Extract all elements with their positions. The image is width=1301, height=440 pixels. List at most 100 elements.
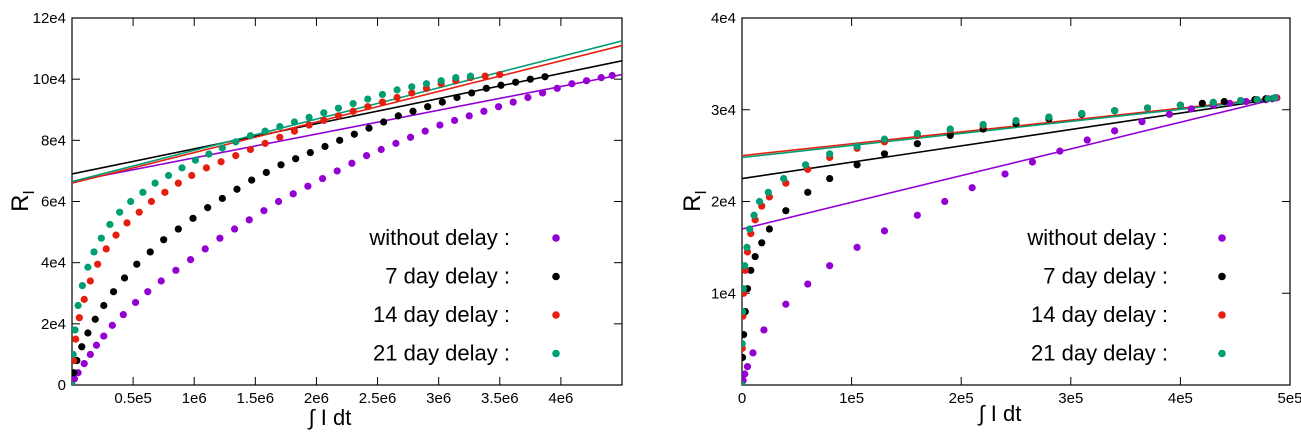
point-d21 [1176, 101, 1184, 109]
point-d21 [116, 208, 124, 216]
point-without [80, 359, 88, 368]
point-d21 [750, 211, 758, 219]
point-without [72, 375, 79, 383]
point-without [880, 227, 889, 235]
point-without [172, 266, 180, 274]
point-d21 [1271, 94, 1279, 102]
fit-line-d7 [742, 97, 1277, 180]
point-d21 [139, 188, 147, 196]
point-d21 [305, 113, 313, 121]
point-d7 [742, 353, 747, 362]
point-d14 [135, 208, 143, 216]
point-d21 [246, 132, 255, 140]
point-without [782, 300, 790, 308]
point-without [318, 174, 327, 183]
point-d14 [232, 152, 240, 160]
point-d7 [336, 136, 344, 144]
point-d14 [80, 295, 88, 303]
point-d7 [765, 225, 774, 233]
legend-label: 7 day delay : [385, 264, 510, 289]
point-without [119, 311, 127, 319]
point-d21 [1078, 109, 1086, 118]
legend-label: 21 day delay : [373, 341, 510, 366]
point-d7 [72, 369, 78, 377]
fit-line-d21 [742, 97, 1277, 159]
point-d14 [261, 139, 269, 147]
point-d7 [782, 207, 790, 215]
legend-label: 21 day delay : [1031, 341, 1168, 366]
point-d21 [826, 150, 834, 158]
point-d7 [365, 124, 373, 132]
point-without [524, 93, 532, 102]
point-d14 [364, 103, 372, 111]
y-tick-label: 2e4 [41, 316, 66, 333]
point-d21 [151, 179, 159, 187]
x-tick-label: 4e5 [1168, 390, 1193, 407]
point-without [436, 121, 444, 129]
x-axis-label: ∫ I dt [977, 401, 1022, 426]
point-d21 [178, 164, 186, 172]
point-d14 [102, 245, 110, 253]
x-tick-label: 0.5e5 [114, 390, 152, 407]
x-tick-label: 1e5 [839, 390, 864, 407]
point-without [289, 190, 297, 198]
point-d14 [349, 107, 357, 115]
point-without [749, 349, 757, 357]
point-d7 [742, 330, 748, 339]
legend-marker-d7 [1218, 272, 1226, 281]
point-without [100, 332, 108, 340]
x-tick-label: 2e6 [304, 390, 329, 407]
point-d21 [801, 161, 810, 169]
point-without [742, 370, 749, 378]
point-d14 [75, 314, 83, 322]
point-without [86, 350, 94, 359]
point-d7 [350, 130, 358, 138]
point-d7 [91, 315, 99, 323]
point-d7 [146, 248, 154, 256]
point-d14 [217, 158, 225, 166]
point-d7 [306, 148, 314, 157]
point-without [377, 145, 385, 154]
y-tick-label: 6e4 [41, 194, 66, 211]
point-without [333, 167, 341, 175]
point-d7 [277, 161, 285, 169]
point-without [216, 234, 224, 242]
point-d14 [112, 231, 120, 239]
point-d7 [394, 112, 402, 120]
legend-marker-d14 [552, 311, 560, 319]
point-without [804, 280, 812, 288]
point-d21 [78, 282, 86, 290]
plot-area [72, 40, 622, 385]
x-tick-label: 0 [738, 390, 746, 407]
point-without [392, 139, 400, 147]
legend-marker-d7 [552, 272, 560, 281]
point-d21 [218, 144, 226, 152]
point-d21 [1253, 96, 1261, 104]
point-without [968, 184, 976, 192]
x-tick-label: 3e6 [426, 390, 451, 407]
x-tick-label: 1.5e6 [237, 390, 275, 407]
point-without [1165, 110, 1174, 118]
y-tick-label: 0 [58, 377, 66, 394]
point-d7 [512, 78, 520, 86]
point-without [538, 89, 547, 97]
point-d7 [262, 168, 270, 177]
x-tick-label: 1e6 [182, 390, 207, 407]
right-panel: 1e4 2e4 3e4 4e4 0 1e5 2e5 3e5 4e5 5e5 ∫ I dt RI with… [679, 10, 1301, 426]
point-without [1083, 136, 1091, 144]
point-d7 [1198, 99, 1206, 107]
point-d7 [380, 118, 388, 126]
point-d21 [853, 142, 861, 151]
legend-marker-without [1218, 234, 1226, 242]
point-d21 [349, 100, 357, 108]
point-d14 [320, 116, 328, 125]
legend-marker-without [552, 234, 560, 242]
point-d21 [97, 234, 105, 242]
point-d21 [780, 174, 788, 183]
point-d7 [174, 225, 182, 233]
point-d21 [764, 188, 772, 196]
point-without [406, 133, 415, 141]
point-d21 [755, 197, 764, 206]
point-d7 [853, 161, 861, 169]
point-d14 [72, 356, 78, 365]
